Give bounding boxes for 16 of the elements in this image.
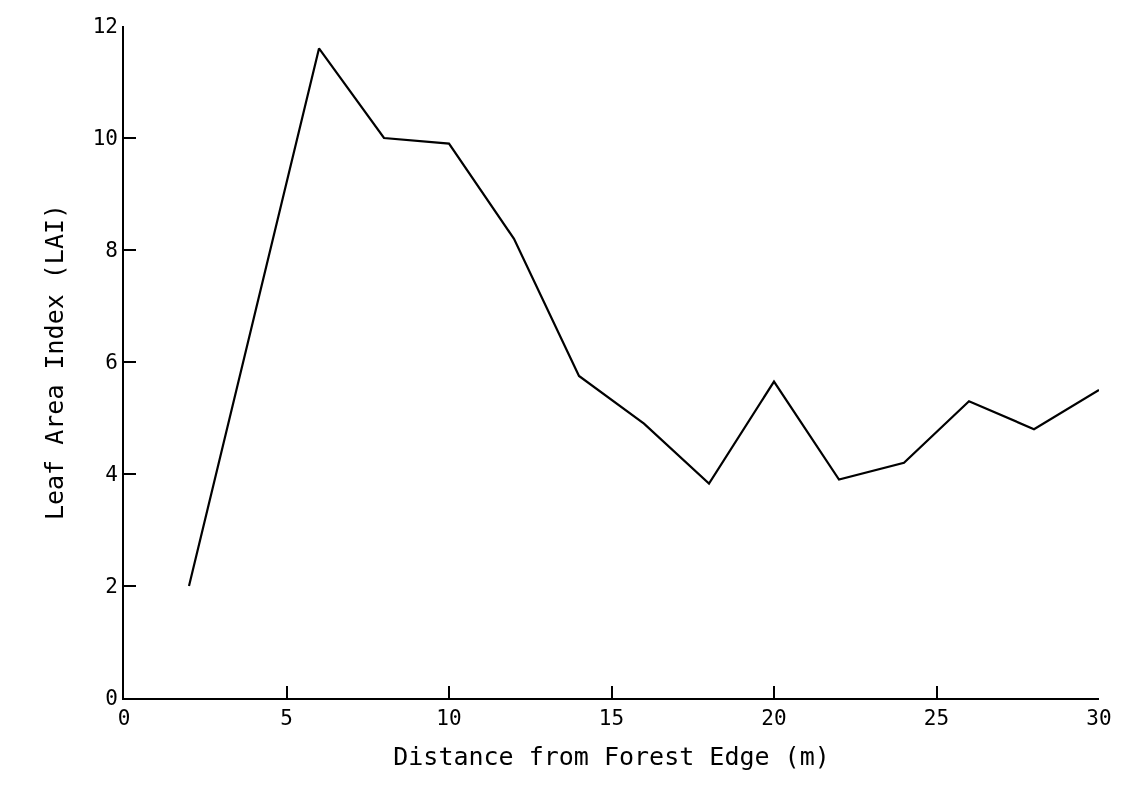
x-tick-label: 15 [598, 706, 625, 730]
x-tick-label: 5 [280, 706, 293, 730]
x-tick-label: 30 [1086, 706, 1112, 730]
y-tick-label: 2 [105, 574, 118, 599]
y-axis-title: Leaf Area Index (LAI) [39, 203, 69, 521]
y-tick-label: 8 [105, 238, 118, 263]
x-tick-label: 10 [436, 706, 462, 730]
y-tick-label: 6 [105, 350, 118, 375]
x-tick-label: 25 [923, 706, 950, 730]
y-tick-label: 0 [105, 686, 118, 711]
y-tick-label: 4 [105, 462, 118, 487]
x-tick-label: 20 [761, 706, 787, 730]
line-series [187, 47, 1099, 588]
y-tick-label: 12 [92, 14, 118, 39]
y-tick-label: 10 [92, 126, 118, 151]
x-axis-title: Distance from Forest Edge (m) [393, 741, 830, 771]
